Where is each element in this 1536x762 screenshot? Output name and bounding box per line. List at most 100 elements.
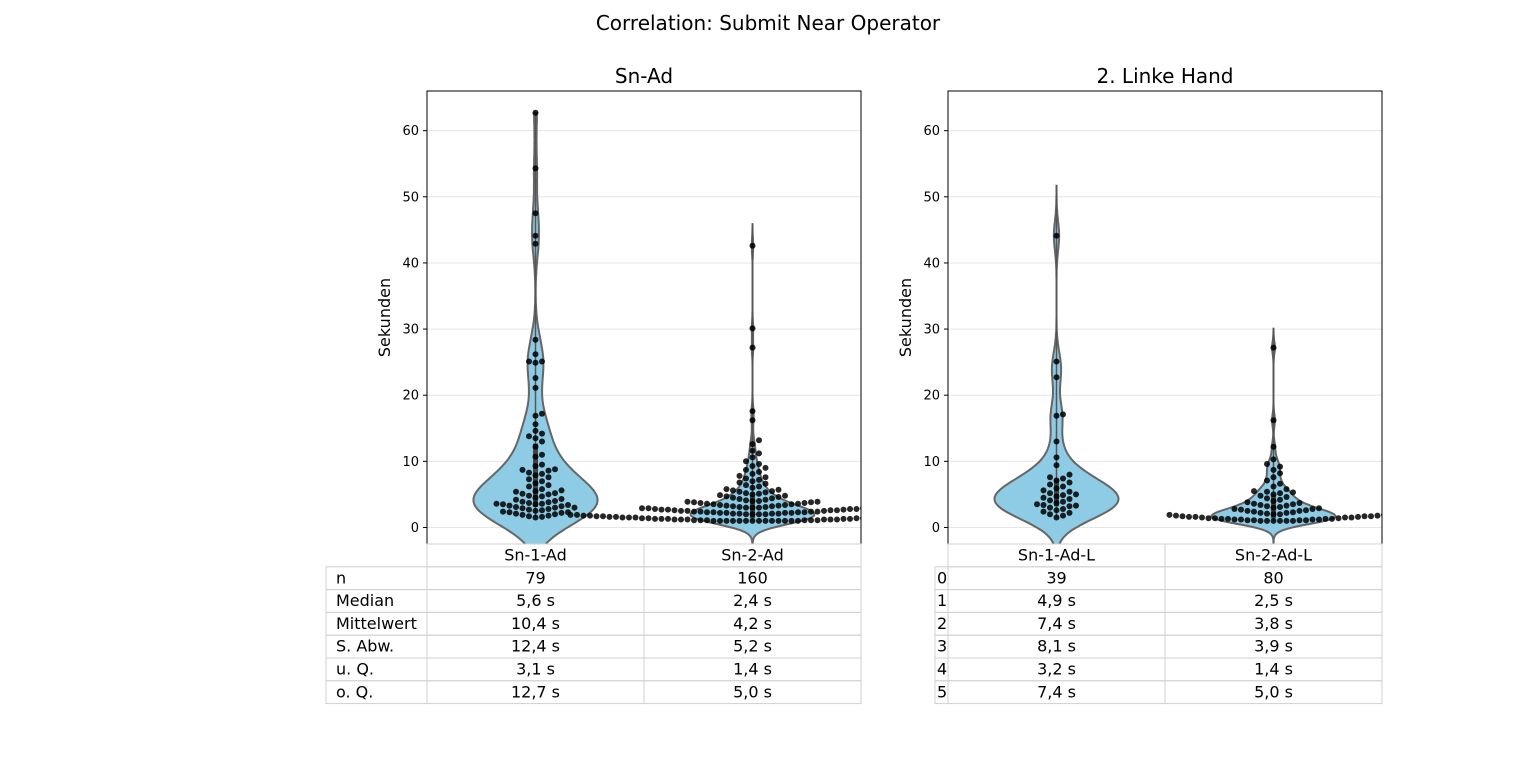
data-point <box>539 486 545 493</box>
data-point <box>697 517 704 524</box>
data-point <box>613 513 619 520</box>
data-point <box>1270 443 1277 450</box>
table-row-label: 0 <box>937 568 947 587</box>
data-point <box>545 482 552 489</box>
data-point <box>853 506 860 512</box>
table-row-label: n <box>336 568 346 587</box>
data-point <box>1244 499 1251 506</box>
data-point <box>1270 474 1277 481</box>
data-point <box>1212 515 1218 522</box>
data-point <box>1303 517 1309 524</box>
data-point <box>1270 504 1277 511</box>
data-point <box>1060 498 1066 505</box>
data-point <box>749 498 756 504</box>
data-point <box>743 466 749 473</box>
data-point <box>513 504 519 510</box>
data-point <box>1040 502 1047 508</box>
data-point <box>1053 438 1060 445</box>
stats-table: Sn-1-Ad-L Sn-2-Ad-L 0 39 80 1 4,9 s 2,5 s 2 7,4 s… <box>934 543 1383 705</box>
data-point <box>756 504 762 511</box>
data-point <box>749 478 756 485</box>
data-point <box>749 344 756 351</box>
data-point <box>1296 507 1303 514</box>
y-tick-label: 50 <box>402 190 419 205</box>
data-point <box>743 497 749 504</box>
data-point <box>1047 474 1053 481</box>
data-point <box>717 509 723 516</box>
data-point <box>519 498 526 505</box>
data-point <box>769 503 775 510</box>
data-point <box>1316 505 1322 512</box>
data-point <box>532 359 539 366</box>
data-point <box>552 511 558 518</box>
data-point <box>1270 511 1277 518</box>
y-tick-label: 50 <box>923 190 940 205</box>
data-point <box>532 375 539 381</box>
data-point <box>795 500 801 507</box>
data-point <box>1264 503 1270 510</box>
data-point <box>532 488 539 495</box>
data-point <box>1368 513 1374 520</box>
data-point <box>1270 483 1277 490</box>
data-point <box>1277 463 1283 470</box>
stats-table: Sn-1-Ad Sn-2-Ad n 79 160 Median 5,6 s 2,4 s Mitt… <box>325 543 862 705</box>
table-cell-value: 3,8 s <box>1254 614 1293 633</box>
data-point <box>539 358 545 365</box>
data-point <box>769 517 775 524</box>
table-cell <box>1164 680 1383 705</box>
data-point <box>827 507 834 514</box>
data-point <box>539 500 545 507</box>
data-point <box>513 488 519 495</box>
data-point <box>1270 498 1277 504</box>
data-point <box>1277 470 1283 477</box>
data-point <box>730 510 736 517</box>
data-point <box>526 492 532 499</box>
data-point <box>1053 493 1060 500</box>
data-point <box>736 510 743 517</box>
data-point <box>736 479 743 486</box>
data-point <box>519 466 526 473</box>
table-column-header: Sn-2-Ad-L <box>1235 546 1312 565</box>
data-point <box>1060 512 1066 519</box>
data-point <box>1186 513 1192 520</box>
data-point <box>801 500 808 506</box>
y-tick-label: 10 <box>923 455 940 470</box>
table-cell-value: 5,6 s <box>516 591 555 610</box>
data-point <box>532 351 539 358</box>
data-point <box>1066 488 1073 495</box>
data-point <box>500 508 506 515</box>
data-point <box>912 513 918 519</box>
data-point <box>795 509 801 516</box>
data-point <box>1348 514 1355 521</box>
data-point <box>532 443 539 450</box>
data-point <box>565 502 571 508</box>
data-point <box>691 508 697 515</box>
data-point <box>593 513 600 520</box>
data-point <box>886 514 892 520</box>
y-tick-label: 40 <box>923 256 940 271</box>
data-point <box>665 506 671 513</box>
data-point <box>730 487 736 494</box>
data-point <box>749 447 756 454</box>
data-point <box>619 514 626 521</box>
data-point <box>704 500 710 507</box>
data-point <box>808 499 814 506</box>
data-point <box>587 512 593 519</box>
data-point <box>867 515 873 521</box>
data-point <box>532 494 539 501</box>
data-point <box>801 517 808 524</box>
data-point <box>574 511 580 518</box>
data-point <box>526 500 532 506</box>
data-point <box>1066 471 1073 478</box>
data-point <box>1257 509 1264 516</box>
data-point <box>532 210 539 217</box>
data-point <box>539 430 545 437</box>
data-point <box>749 504 756 511</box>
data-point <box>769 495 775 502</box>
data-point <box>1047 497 1053 504</box>
data-point <box>1047 481 1053 488</box>
data-point <box>821 507 827 514</box>
y-axis-label: Sekunden <box>896 278 915 357</box>
data-point <box>814 517 821 524</box>
data-point <box>1066 496 1073 502</box>
